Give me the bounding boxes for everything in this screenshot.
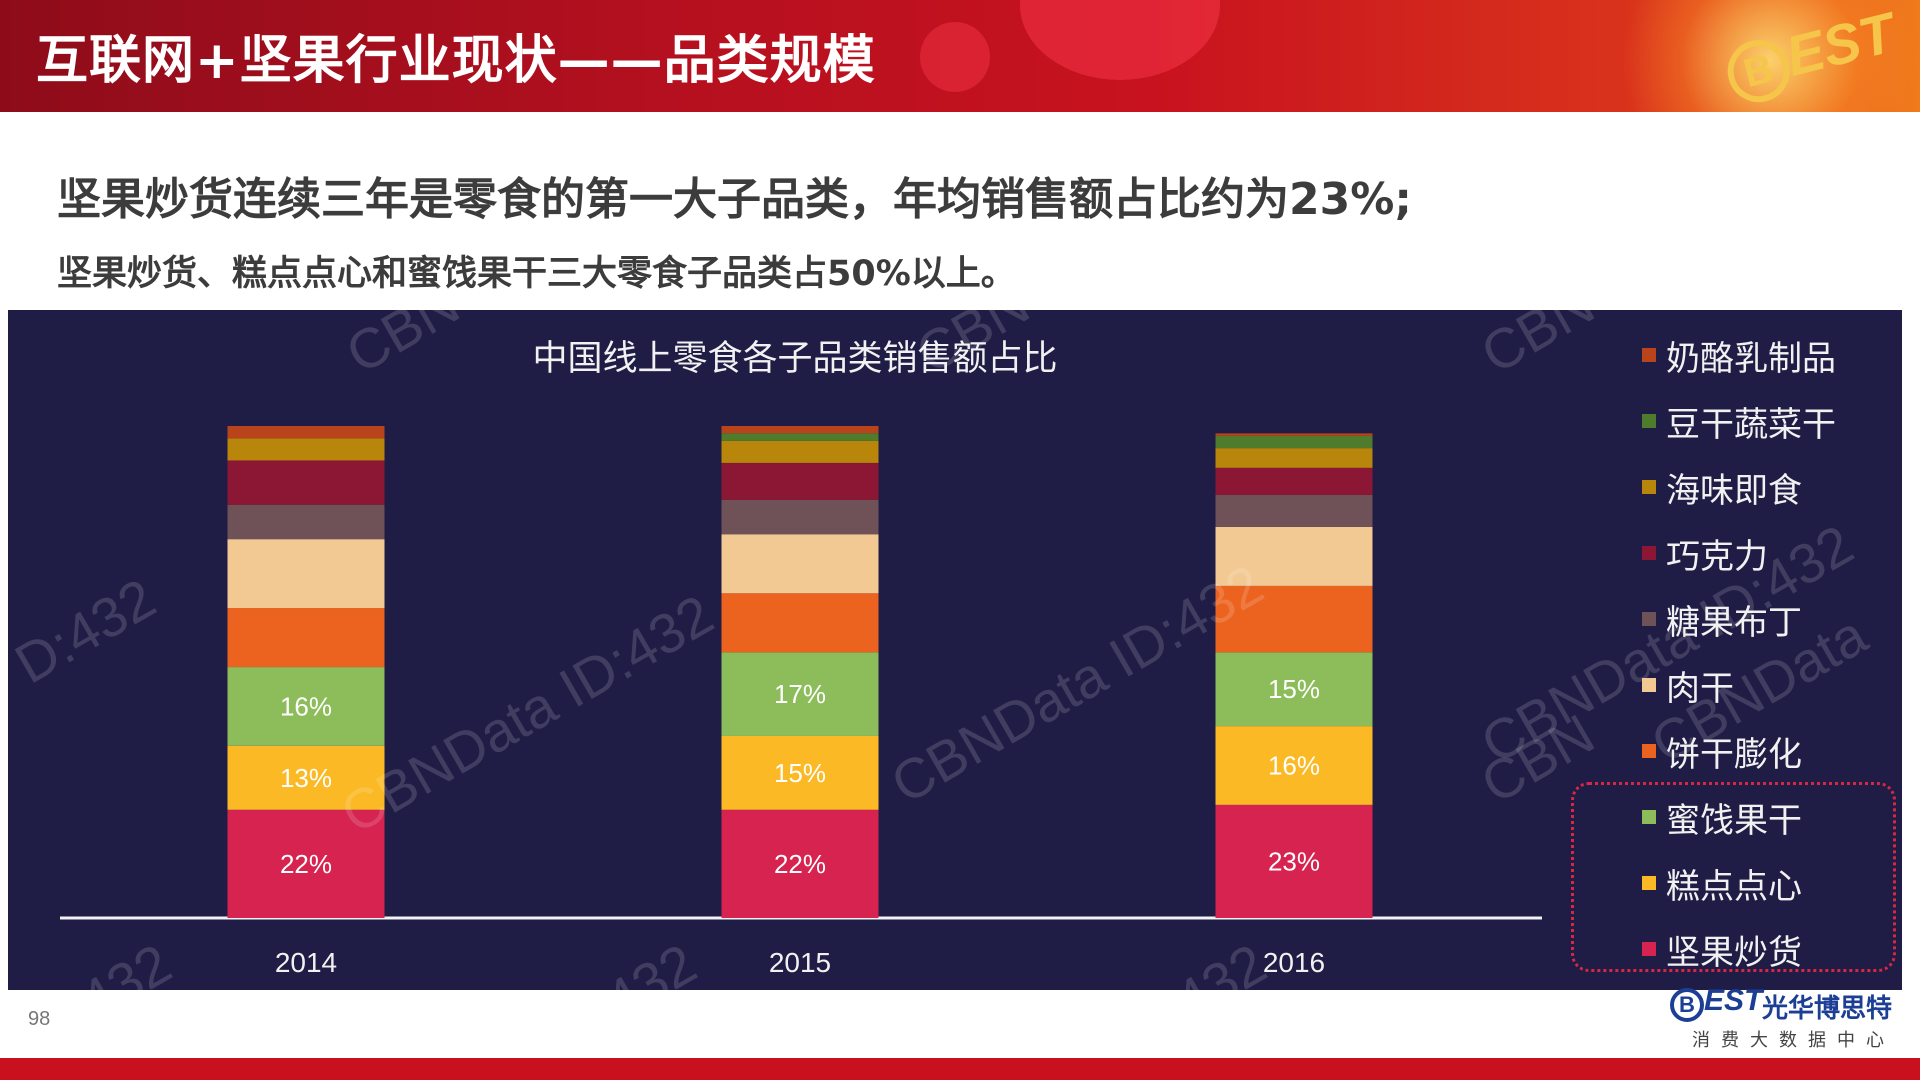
- legend-item: 肉干: [1640, 652, 1900, 718]
- footer-logo-mark: B: [1670, 988, 1704, 1022]
- bar-segment: [227, 504, 385, 540]
- legend-label: 蜜饯果干: [1666, 800, 1802, 841]
- legend-label: 糖果布丁: [1666, 602, 1802, 643]
- legend-swatch: [1642, 876, 1656, 890]
- summary-line-2: 坚果炒货、糕点点心和蜜饯果干三大零食子品类占50%以上。: [57, 254, 1016, 294]
- bar-segment: [227, 667, 385, 746]
- bar-segment: [721, 735, 879, 810]
- data-label: 17%: [774, 679, 826, 709]
- footer-logo-text: EST: [1704, 984, 1763, 1017]
- bar-segment: [227, 460, 385, 505]
- legend-item: 糕点点心: [1640, 850, 1900, 916]
- legend-item: 海味即食: [1640, 454, 1900, 520]
- legend-item: 巧克力: [1640, 520, 1900, 586]
- legend-label: 饼干膨化: [1666, 734, 1802, 775]
- bar-segment: [1215, 494, 1373, 527]
- bar-segment: [721, 440, 879, 463]
- legend-label: 坚果炒货: [1666, 932, 1802, 973]
- bar-segment: [1215, 526, 1373, 586]
- footer-brand-logo: B EST 光华博思特 消费大数据中心: [1670, 984, 1910, 1051]
- legend-swatch: [1642, 546, 1656, 560]
- bar-segment: [227, 438, 385, 461]
- bar-segment: [1215, 585, 1373, 653]
- legend-label: 奶酪乳制品: [1666, 338, 1836, 379]
- legend-swatch: [1642, 480, 1656, 494]
- bar-segment: [227, 809, 385, 918]
- bar-segment: [1215, 467, 1373, 495]
- data-label: 23%: [1268, 846, 1320, 876]
- bar-segment: [227, 745, 385, 810]
- bar-segment: [1215, 435, 1373, 449]
- summary-line-1: 坚果炒货连续三年是零食的第一大子品类，年均销售额占比约为23%;: [57, 174, 1412, 225]
- page-title: 互联网+坚果行业现状——品类规模: [36, 31, 876, 91]
- bar-segment: [1215, 804, 1373, 918]
- x-tick-label: 2015: [769, 947, 831, 978]
- legend-label: 糕点点心: [1666, 866, 1802, 907]
- data-label: 16%: [280, 691, 332, 721]
- bar-segment: [227, 608, 385, 668]
- bar-segment: [721, 499, 879, 535]
- legend-item: 坚果炒货: [1640, 916, 1900, 982]
- legend-swatch: [1642, 744, 1656, 758]
- data-label: 22%: [774, 849, 826, 879]
- legend-highlight-box: [1571, 782, 1896, 972]
- legend-label: 肉干: [1666, 668, 1734, 709]
- header-banner: 互联网+坚果行业现状——品类规模 B EST: [0, 0, 1920, 112]
- legend-label: 海味即食: [1666, 470, 1802, 511]
- legend-item: 奶酪乳制品: [1640, 322, 1900, 388]
- bar-segment: [1215, 433, 1373, 436]
- data-label: 13%: [280, 763, 332, 793]
- bar-segment: [721, 593, 879, 653]
- legend-item: 蜜饯果干: [1640, 784, 1900, 850]
- bar-segment: [1215, 652, 1373, 727]
- legend-swatch: [1642, 810, 1656, 824]
- footer-brand-subtitle: 消费大数据中心: [1692, 1030, 1895, 1051]
- legend-swatch: [1642, 942, 1656, 956]
- legend-label: 豆干蔬菜干: [1666, 404, 1836, 445]
- legend-item: 豆干蔬菜干: [1640, 388, 1900, 454]
- legend-swatch: [1642, 612, 1656, 626]
- bar-segment: [1215, 448, 1373, 468]
- legend-label: 巧克力: [1666, 536, 1768, 577]
- data-label: 22%: [280, 849, 332, 879]
- bar-segment: [227, 539, 385, 609]
- legend-item: 饼干膨化: [1640, 718, 1900, 784]
- legend-swatch: [1642, 348, 1656, 362]
- chart-legend: 奶酪乳制品豆干蔬菜干海味即食巧克力糖果布丁肉干饼干膨化蜜饯果干糕点点心坚果炒货: [1640, 322, 1900, 982]
- page-number: 98: [28, 1008, 51, 1030]
- x-tick-label: 2014: [275, 947, 337, 978]
- bar-segment: [1215, 726, 1373, 805]
- legend-swatch: [1642, 414, 1656, 428]
- bar-segment: [721, 462, 879, 500]
- bar-segment: [721, 652, 879, 736]
- bar-segment: [721, 809, 879, 918]
- chart-title: 中国线上零食各子品类销售额占比: [532, 339, 1058, 379]
- legend-swatch: [1642, 678, 1656, 692]
- footer-brand-name: 光华博思特: [1762, 994, 1893, 1024]
- data-label: 15%: [774, 758, 826, 788]
- legend-item: 糖果布丁: [1640, 586, 1900, 652]
- bar-segment: [721, 426, 879, 434]
- data-label: 15%: [1268, 674, 1320, 704]
- bar-segment: [721, 534, 879, 594]
- bar-segment: [227, 426, 385, 439]
- bar-segment: [721, 433, 879, 441]
- header-decoration: [920, 22, 990, 92]
- bottom-bar: [0, 1058, 1920, 1080]
- x-tick-label: 2016: [1263, 947, 1325, 978]
- data-label: 16%: [1268, 750, 1320, 780]
- header-decoration: [1600, 0, 1920, 112]
